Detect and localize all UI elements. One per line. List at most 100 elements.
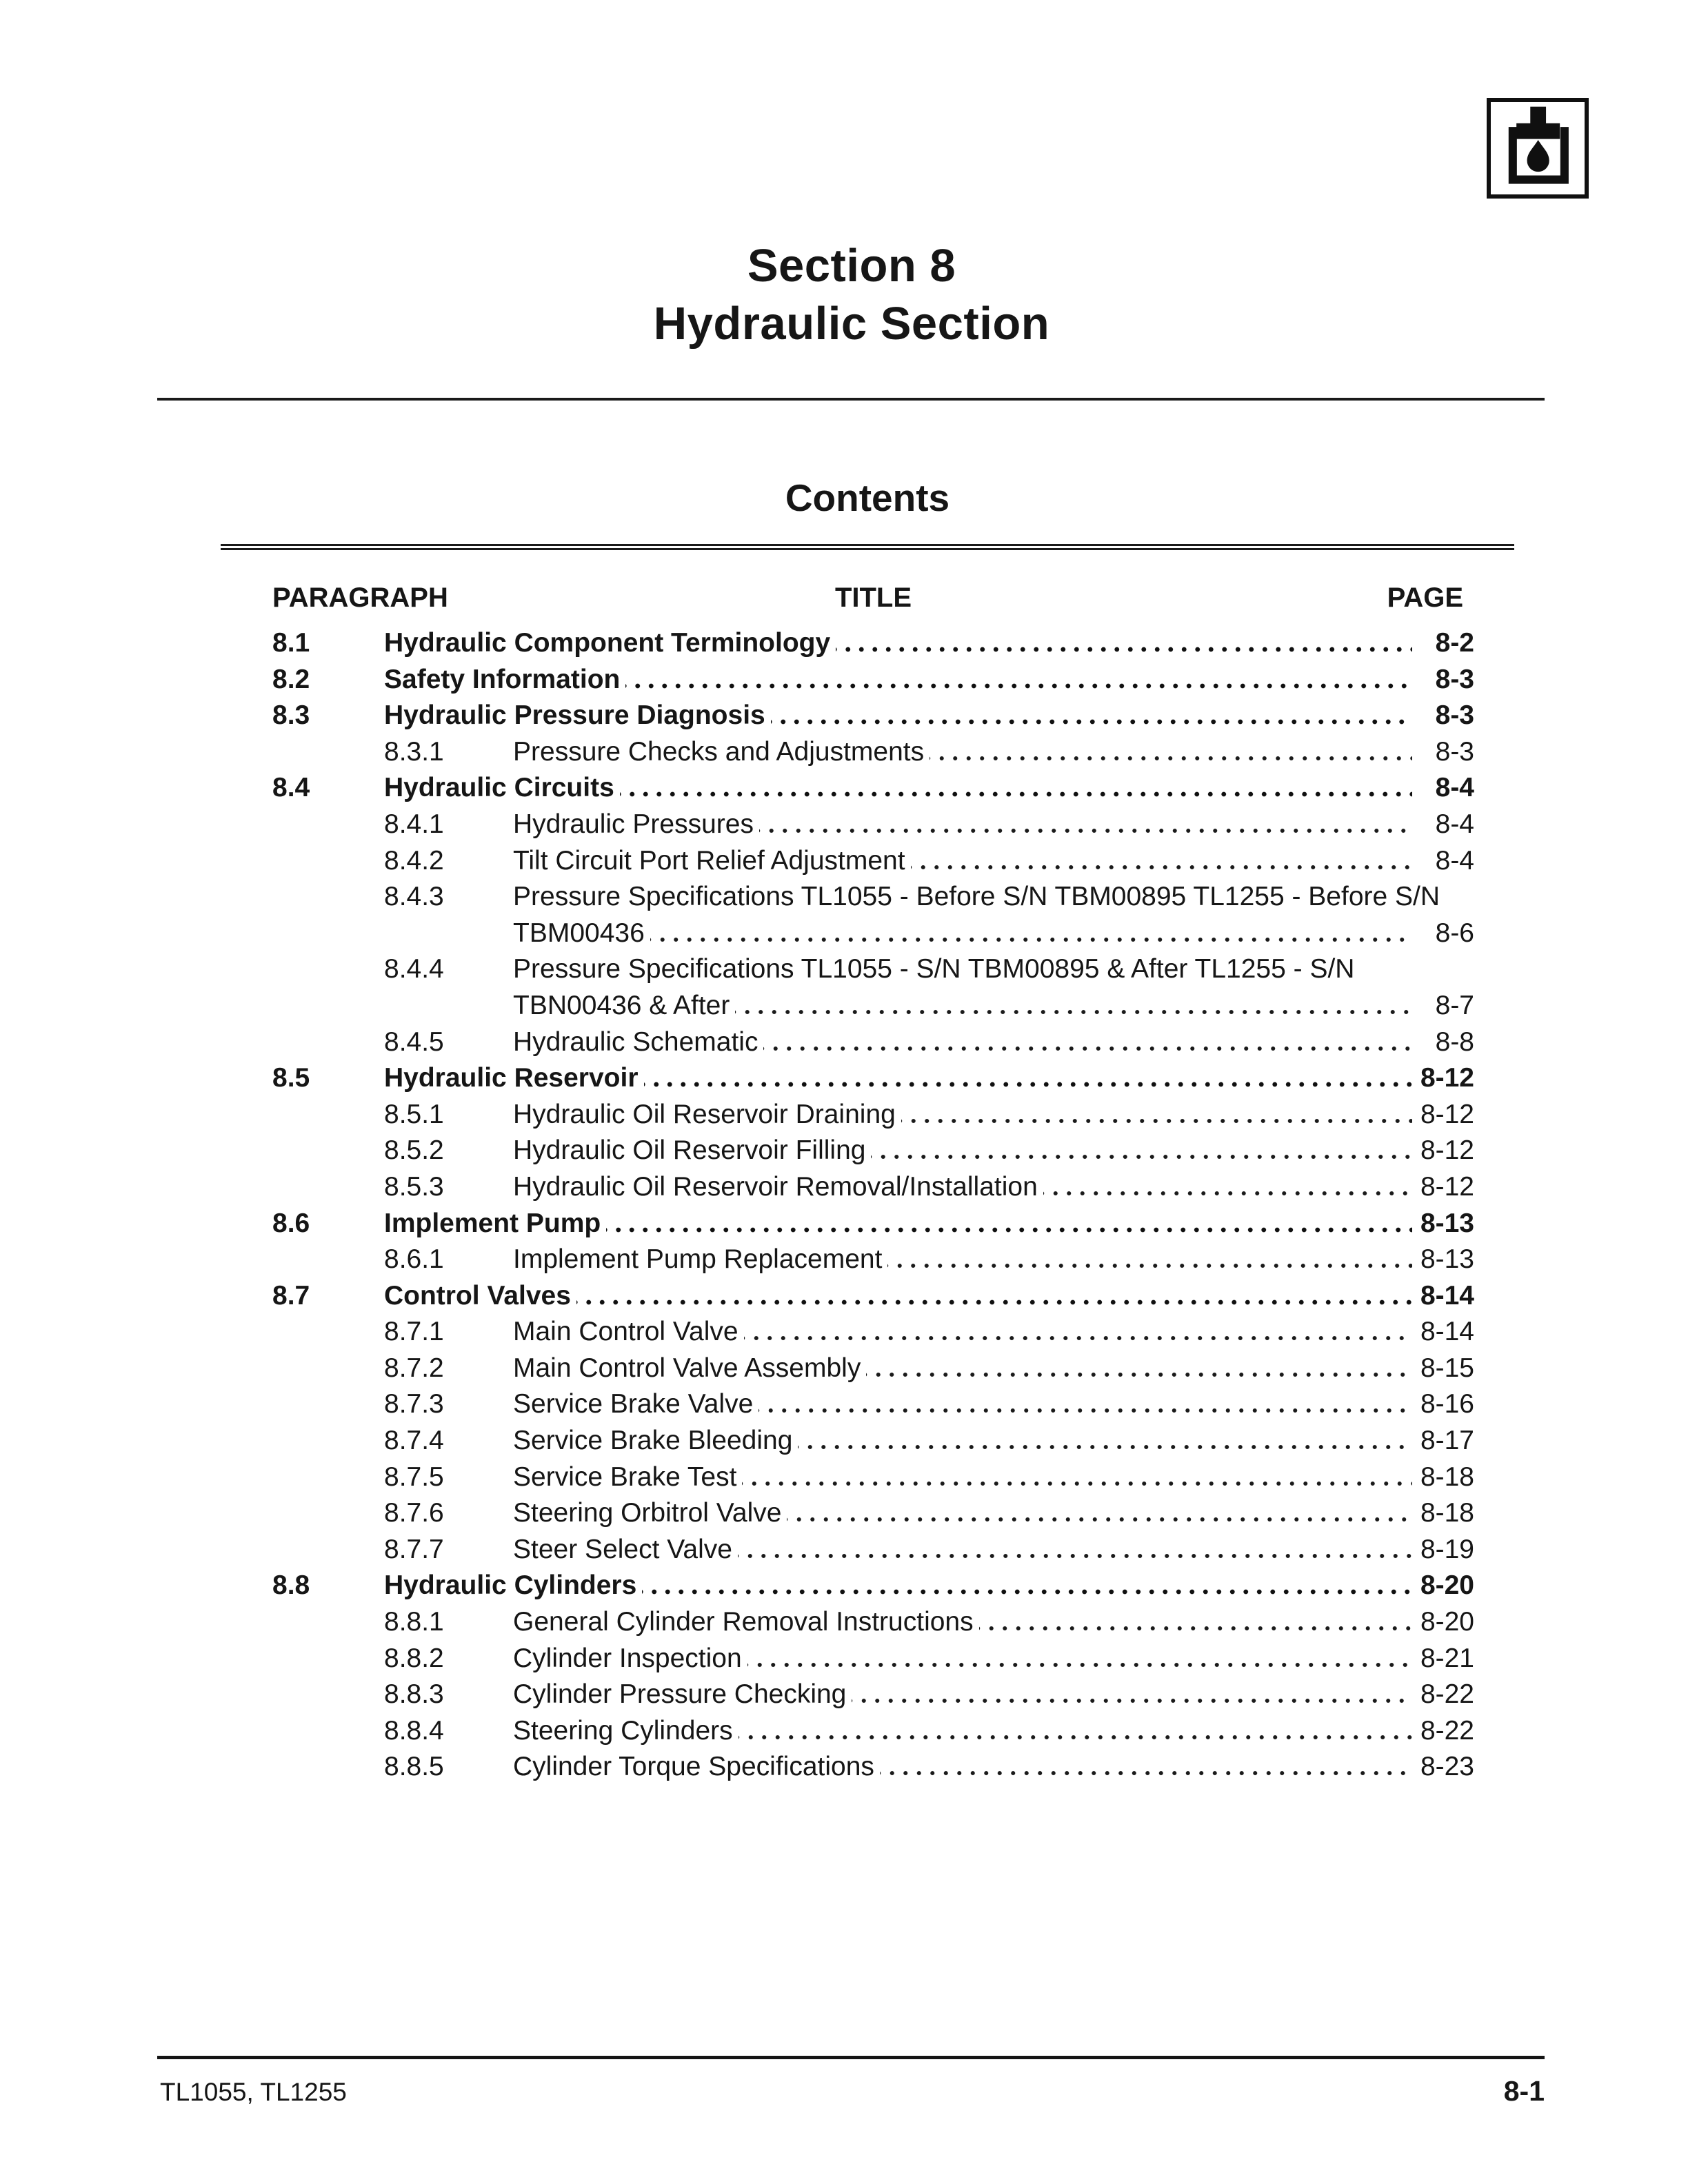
toc-entry-title: Pressure Specifications TL1055 - Before … <box>513 882 1440 912</box>
hydraulic-oil-piston-drop-icon <box>1508 106 1569 184</box>
footer-model-numbers: TL1055, TL1255 <box>160 2078 347 2106</box>
toc-entry-page: 8-14 <box>1420 1280 1474 1311</box>
dot-leader <box>978 1604 1412 1641</box>
toc-entry: 8.7.7 Steer Select Valve 8-19 <box>272 1531 1474 1568</box>
dot-leader <box>625 661 1412 698</box>
toc-entry: 8.4.3 Pressure Specifications TL1055 - Be… <box>272 879 1474 916</box>
toc-entry-title: Hydraulic Schematic <box>513 1027 758 1057</box>
toc-entry-title: Hydraulic Oil Reservoir Filling <box>513 1135 866 1166</box>
toc-entry-continuation: TBN00436 & After 8-7 <box>272 987 1474 1024</box>
dot-leader <box>758 806 1412 843</box>
toc-entry-title: Cylinder Pressure Checking <box>513 1679 847 1710</box>
toc-entry-title: Hydraulic Reservoir <box>384 1063 639 1093</box>
toc-entry-title: Tilt Circuit Port Relief Adjustment <box>513 845 905 876</box>
toc-entry: 8.7.5 Service Brake Test 8-18 <box>272 1459 1474 1496</box>
toc-entry-title: Service Brake Bleeding <box>513 1426 793 1456</box>
toc-entry: 8.8.4 Steering Cylinders 8-22 <box>272 1712 1474 1750</box>
toc-entry-title: Steer Select Valve <box>513 1534 732 1564</box>
toc-list: 8.1 Hydraulic Component Terminology 8-2 8.2… <box>272 625 1474 1786</box>
dot-leader <box>852 1677 1412 1713</box>
toc-entry-page: 8-12 <box>1420 1099 1474 1129</box>
toc-entry-title: Cylinder Inspection <box>513 1643 742 1673</box>
toc-entry-number: 8.4.5 <box>384 1027 444 1057</box>
toc-entry: 8.7.6 Steering Orbitrol Valve 8-18 <box>272 1495 1474 1532</box>
toc-entry-page: 8-13 <box>1420 1208 1474 1238</box>
toc-entry: 8.7.4 Service Brake Bleeding 8-17 <box>272 1423 1474 1459</box>
toc-entry-title: Main Control Valve Assembly <box>513 1353 861 1383</box>
toc-entry-page: 8-14 <box>1420 1317 1474 1347</box>
dot-leader <box>742 1459 1412 1496</box>
toc-entry-number: 8.2 <box>272 664 310 694</box>
toc-entry: 8.7.3 Service Brake Valve 8-16 <box>272 1386 1474 1424</box>
toc-entry: 8.6.1 Implement Pump Replacement 8-13 <box>272 1242 1474 1278</box>
toc-entry-number: 8.5.2 <box>384 1135 444 1166</box>
toc-entry-title: Hydraulic Cylinders <box>384 1570 637 1601</box>
dot-leader <box>901 1096 1412 1133</box>
toc-entry-number: 8.7.6 <box>384 1498 444 1528</box>
toc-entry-title: Cylinder Torque Specifications <box>513 1752 874 1782</box>
toc-entry-number: 8.4 <box>272 773 310 803</box>
toc-entry-title: Hydraulic Pressure Diagnosis <box>384 700 765 731</box>
toc-entry-number: 8.8.3 <box>384 1679 444 1710</box>
toc-entry-page: 8-8 <box>1435 1027 1474 1057</box>
dot-leader <box>787 1495 1412 1532</box>
toc-entry-title: Service Brake Valve <box>513 1389 754 1419</box>
toc-entry-number: 8.8.2 <box>384 1643 444 1673</box>
toc-entry: 8.1 Hydraulic Component Terminology 8-2 <box>272 625 1474 662</box>
toc-entry-number: 8.5 <box>272 1063 310 1093</box>
toc-entry-number: 8.8.4 <box>384 1715 444 1746</box>
dot-leader <box>866 1350 1412 1387</box>
column-header-paragraph: PARAGRAPH <box>272 583 448 613</box>
toc-entry: 8.4.5 Hydraulic Schematic 8-8 <box>272 1024 1474 1061</box>
toc-entry-number: 8.3 <box>272 700 310 731</box>
toc-entry-page: 8-12 <box>1420 1063 1474 1093</box>
toc-entry-title: Main Control Valve <box>513 1317 738 1347</box>
toc-entry-title-continued: TBN00436 & After <box>513 990 730 1020</box>
dot-leader <box>758 1386 1412 1424</box>
toc-entry-page: 8-3 <box>1435 736 1474 767</box>
contents-double-rule <box>221 544 1514 550</box>
toc-entry-number: 8.5.3 <box>384 1171 444 1202</box>
toc-entry-title: Service Brake Test <box>513 1462 737 1492</box>
toc-entry-title: Control Valves <box>384 1280 571 1311</box>
dot-leader <box>798 1423 1412 1459</box>
toc-entry-page: 8-3 <box>1435 700 1474 731</box>
toc-entry: 8.6 Implement Pump 8-13 <box>272 1205 1474 1242</box>
dot-leader <box>606 1205 1412 1242</box>
toc-entry-title: Pressure Specifications TL1055 - S/N TBM… <box>513 954 1355 984</box>
toc-entry: 8.4.1 Hydraulic Pressures 8-4 <box>272 806 1474 843</box>
toc-entry: 8.4 Hydraulic Circuits 8-4 <box>272 770 1474 807</box>
toc-entry: 8.5.2 Hydraulic Oil Reservoir Filling 8-12 <box>272 1133 1474 1169</box>
dot-leader <box>836 625 1412 662</box>
toc-entry-continuation: TBM00436 8-6 <box>272 915 1474 952</box>
toc-entry-number: 8.7.7 <box>384 1534 444 1564</box>
toc-entry-number: 8.7.3 <box>384 1389 444 1419</box>
toc-entry-page: 8-20 <box>1420 1607 1474 1637</box>
section-title-line2: Hydraulic Section <box>653 298 1050 350</box>
toc-entry-page: 8-3 <box>1435 664 1474 694</box>
toc-entry-title: Steering Cylinders <box>513 1715 733 1746</box>
toc-entry: 8.4.2 Tilt Circuit Port Relief Adjustment… <box>272 842 1474 880</box>
toc-entry: 8.3 Hydraulic Pressure Diagnosis 8-3 <box>272 698 1474 734</box>
toc-entry-page: 8-2 <box>1435 628 1474 658</box>
dot-leader <box>747 1640 1412 1677</box>
toc-entry-number: 8.7.5 <box>384 1462 444 1492</box>
dot-leader <box>763 1024 1412 1061</box>
toc-entry: 8.5 Hydraulic Reservoir 8-12 <box>272 1060 1474 1097</box>
dot-leader <box>887 1242 1412 1278</box>
toc-entry-number: 8.8.1 <box>384 1607 444 1637</box>
toc-entry-title: Hydraulic Component Terminology <box>384 628 831 658</box>
toc-entry: 8.3.1 Pressure Checks and Adjustments 8-3 <box>272 734 1474 771</box>
dot-leader <box>770 698 1412 734</box>
toc-entry-page: 8-19 <box>1420 1534 1474 1564</box>
toc-entry-title: Hydraulic Oil Reservoir Draining <box>513 1099 896 1129</box>
toc-entry-page: 8-18 <box>1420 1462 1474 1492</box>
toc-entry-number: 8.4.3 <box>384 882 444 912</box>
dot-leader <box>650 915 1412 952</box>
footer-divider <box>157 2056 1545 2059</box>
title-divider <box>157 398 1545 401</box>
toc-entry: 8.5.1 Hydraulic Oil Reservoir Draining 8-1… <box>272 1096 1474 1133</box>
toc-entry-page: 8-22 <box>1420 1715 1474 1746</box>
dot-leader <box>576 1277 1412 1315</box>
toc-entry-page: 8-4 <box>1435 809 1474 839</box>
